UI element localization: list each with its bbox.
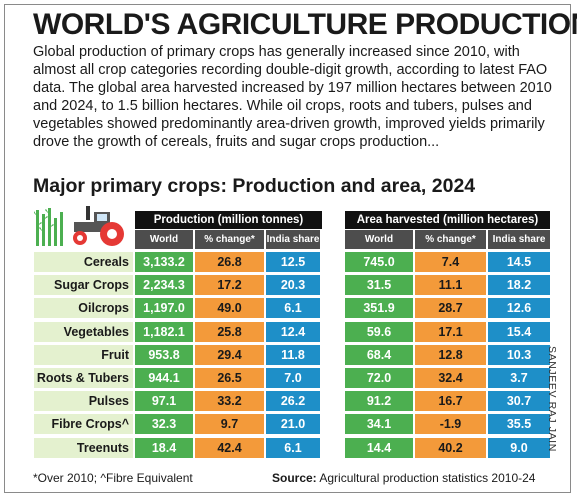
cell-sugar-crops-prod-change: 17.2 [195,275,264,296]
production-group-header: Production (million tonnes) [135,211,322,229]
cell-sugar-crops-area-world: 31.5 [345,275,413,296]
row-label-treenuts: Treenuts [34,437,133,458]
cell-treenuts-area-world: 14.4 [345,437,413,458]
row-label-cereals: Cereals [34,252,133,272]
cell-cereals-area-change: 7.4 [415,252,486,272]
cell-roots-tubers-prod-change: 26.5 [195,368,264,388]
cell-vegetables-prod-world: 1,182.1 [135,321,193,342]
row-label-vegetables: Vegetables [34,321,133,342]
cell-sugar-crops-prod-world: 2,234.3 [135,275,193,296]
row-label-sugar-crops: Sugar Crops [34,275,133,296]
cell-oilcrops-prod-india: 6.1 [266,298,320,319]
source-text: Agricultural production statistics 2010-… [316,471,536,485]
cell-treenuts-prod-change: 42.4 [195,437,264,458]
cell-pulses-area-change: 16.7 [415,391,486,412]
cell-pulses-prod-india: 26.2 [266,391,320,412]
cell-vegetables-prod-india: 12.4 [266,321,320,342]
column-header-area-change: % change* [415,230,486,249]
cell-fibre-crops-area-india: 35.5 [488,414,550,435]
cell-pulses-area-world: 91.2 [345,391,413,412]
cell-roots-tubers-prod-world: 944.1 [135,368,193,388]
cell-roots-tubers-prod-india: 7.0 [266,368,320,388]
cell-fruit-area-india: 10.3 [488,344,550,365]
cell-vegetables-area-world: 59.6 [345,321,413,342]
table-title: Major primary crops: Production and area… [33,175,476,197]
column-header-prod-change: % change* [195,230,264,249]
cell-sugar-crops-area-change: 11.1 [415,275,486,296]
column-header-prod-india: India share [266,230,320,249]
cell-roots-tubers-area-change: 32.4 [415,368,486,388]
cell-vegetables-area-india: 15.4 [488,321,550,342]
cell-sugar-crops-prod-india: 20.3 [266,275,320,296]
cell-oilcrops-prod-change: 49.0 [195,298,264,319]
cell-fruit-area-change: 12.8 [415,344,486,365]
source-label: Source: [272,471,317,485]
area-group-header: Area harvested (million hectares) [345,211,550,229]
cell-oilcrops-area-change: 28.7 [415,298,486,319]
frame-border [4,4,571,493]
cell-fibre-crops-prod-india: 21.0 [266,414,320,435]
cell-fruit-area-world: 68.4 [345,344,413,365]
row-label-fruit: Fruit [34,344,133,365]
cell-sugar-crops-area-india: 18.2 [488,275,550,296]
cell-oilcrops-area-india: 12.6 [488,298,550,319]
row-label-roots-tubers: Roots & Tubers [34,368,133,388]
row-label-pulses: Pulses [34,391,133,412]
cell-fruit-prod-world: 953.8 [135,344,193,365]
cell-oilcrops-area-world: 351.9 [345,298,413,319]
cell-fibre-crops-prod-world: 32.3 [135,414,193,435]
cell-cereals-prod-world: 3,133.2 [135,252,193,272]
cell-fibre-crops-prod-change: 9.7 [195,414,264,435]
cell-pulses-prod-world: 97.1 [135,391,193,412]
cell-treenuts-prod-india: 6.1 [266,437,320,458]
column-header-area-world: World [345,230,413,249]
intro-text: Global production of primary crops has g… [33,44,552,150]
artist-credit: SANJEEV RAJ JAIN [546,346,558,452]
cell-pulses-area-india: 30.7 [488,391,550,412]
row-label-oilcrops: Oilcrops [34,298,133,319]
cell-fruit-prod-india: 11.8 [266,344,320,365]
cell-roots-tubers-area-india: 3.7 [488,368,550,388]
cell-cereals-area-world: 745.0 [345,252,413,272]
cell-oilcrops-prod-world: 1,197.0 [135,298,193,319]
cell-vegetables-prod-change: 25.8 [195,321,264,342]
row-label-fibre-crops: Fibre Crops^ [34,414,133,435]
cell-cereals-prod-change: 26.8 [195,252,264,272]
cell-fruit-prod-change: 29.4 [195,344,264,365]
source-note: Source: Agricultural production statisti… [272,471,535,485]
cell-cereals-area-india: 14.5 [488,252,550,272]
column-header-prod-world: World [135,230,193,249]
cell-treenuts-area-change: 40.2 [415,437,486,458]
footnote: *Over 2010; ^Fibre Equivalent [33,471,193,485]
cell-treenuts-prod-world: 18.4 [135,437,193,458]
cell-pulses-prod-change: 33.2 [195,391,264,412]
cell-cereals-prod-india: 12.5 [266,252,320,272]
cell-fibre-crops-area-world: 34.1 [345,414,413,435]
column-header-area-india: India share [488,230,550,249]
page-title: WORLD'S AGRICULTURE PRODUCTION [33,8,577,41]
cell-treenuts-area-india: 9.0 [488,437,550,458]
tractor-field-icon [34,206,124,246]
cell-roots-tubers-area-world: 72.0 [345,368,413,388]
cell-vegetables-area-change: 17.1 [415,321,486,342]
cell-fibre-crops-area-change: -1.9 [415,414,486,435]
